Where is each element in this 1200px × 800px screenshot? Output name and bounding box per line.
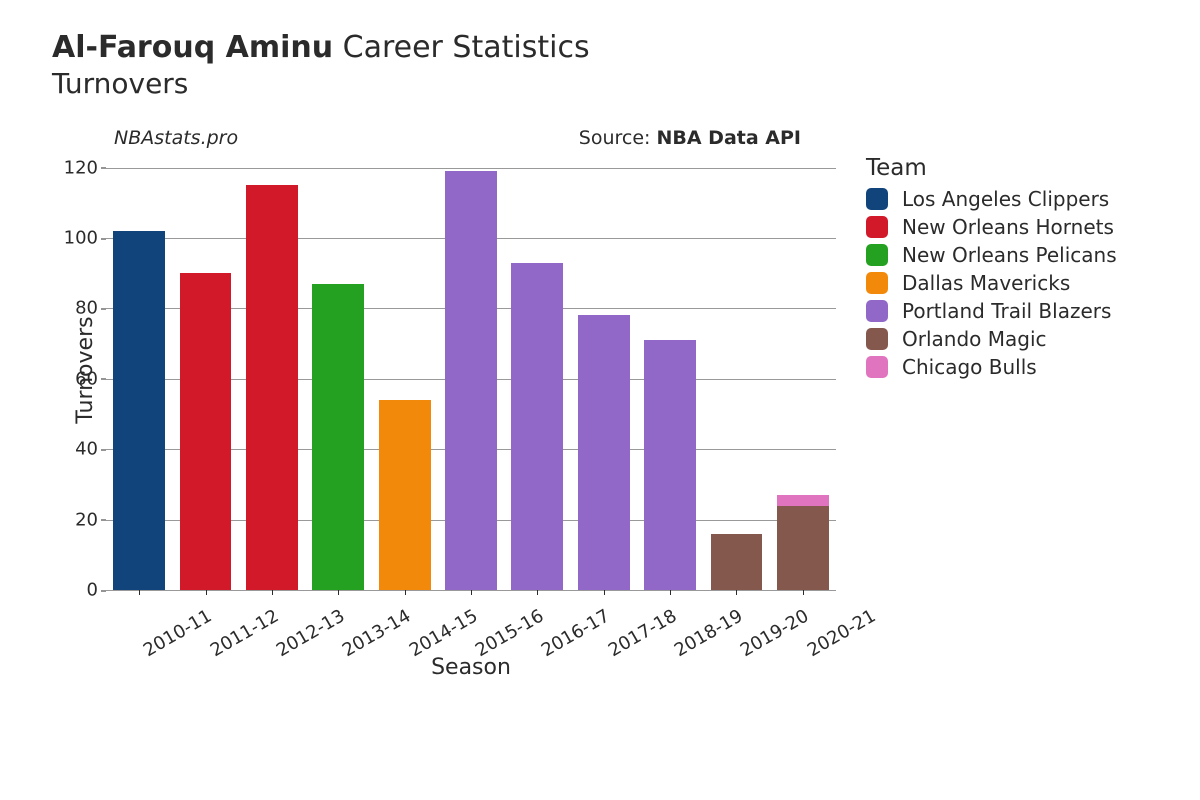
chart-subtitle: Turnovers xyxy=(52,67,590,100)
x-tick-mark xyxy=(604,590,605,595)
player-name: Al-Farouq Aminu xyxy=(52,30,333,65)
bar-segment xyxy=(777,506,829,590)
x-tick-mark xyxy=(736,590,737,595)
y-tick-label: 0 xyxy=(38,580,98,601)
bar: 2010-11 xyxy=(113,150,165,590)
x-tick-label: 2020-21 xyxy=(804,605,880,661)
legend: Team Los Angeles Clippers New Orleans Hor… xyxy=(866,155,1117,383)
bar-segment xyxy=(711,534,763,590)
legend-item: Orlando Magic xyxy=(866,327,1117,351)
x-tick-label: 2017-18 xyxy=(605,605,681,661)
legend-item: Portland Trail Blazers xyxy=(866,299,1117,323)
title-suffix: Career Statistics xyxy=(343,30,590,65)
x-tick-mark xyxy=(338,590,339,595)
legend-label: Dallas Mavericks xyxy=(902,271,1070,295)
bar: 2017-18 xyxy=(578,150,630,590)
x-tick-label: 2012-13 xyxy=(273,605,349,661)
legend-label: Los Angeles Clippers xyxy=(902,187,1109,211)
bar-segment xyxy=(246,185,298,590)
x-tick-mark xyxy=(139,590,140,595)
y-tick-label: 100 xyxy=(38,228,98,249)
bar: 2015-16 xyxy=(445,150,497,590)
bar: 2016-17 xyxy=(511,150,563,590)
y-tick-label: 20 xyxy=(38,509,98,530)
legend-swatch xyxy=(866,216,888,238)
bar: 2019-20 xyxy=(711,150,763,590)
bar-segment xyxy=(445,171,497,590)
legend-swatch xyxy=(866,188,888,210)
bar-segment xyxy=(578,315,630,590)
bar: 2011-12 xyxy=(180,150,232,590)
x-tick-label: 2016-17 xyxy=(538,605,614,661)
bar: 2020-21 xyxy=(777,150,829,590)
x-tick-label: 2013-14 xyxy=(339,605,415,661)
x-tick-mark xyxy=(272,590,273,595)
legend-label: New Orleans Hornets xyxy=(902,215,1114,239)
plot-area: 0204060801001202010-112011-122012-132013… xyxy=(106,150,836,590)
bar: 2018-19 xyxy=(644,150,696,590)
legend-item: Dallas Mavericks xyxy=(866,271,1117,295)
legend-label: Orlando Magic xyxy=(902,327,1047,351)
x-tick-label: 2011-12 xyxy=(206,605,282,661)
bar-segment xyxy=(644,340,696,590)
legend-swatch xyxy=(866,244,888,266)
title-block: Al-Farouq Aminu Career Statistics Turnov… xyxy=(52,30,590,100)
bar: 2012-13 xyxy=(246,150,298,590)
x-tick-label: 2015-16 xyxy=(472,605,548,661)
y-tick-label: 40 xyxy=(38,439,98,460)
x-tick-mark xyxy=(206,590,207,595)
source-attribution: Source: NBA Data API xyxy=(579,127,801,149)
legend-item: New Orleans Pelicans xyxy=(866,243,1117,267)
bar: 2013-14 xyxy=(312,150,364,590)
legend-item: Los Angeles Clippers xyxy=(866,187,1117,211)
x-tick-label: 2014-15 xyxy=(405,605,481,661)
legend-label: Chicago Bulls xyxy=(902,355,1037,379)
legend-item: Chicago Bulls xyxy=(866,355,1117,379)
x-tick-label: 2010-11 xyxy=(140,605,216,661)
source-label: Source: xyxy=(579,127,657,149)
bar-segment xyxy=(113,231,165,590)
x-tick-mark xyxy=(471,590,472,595)
legend-swatch xyxy=(866,328,888,350)
x-tick-mark xyxy=(405,590,406,595)
chart-title: Al-Farouq Aminu Career Statistics xyxy=(52,30,590,65)
source-name: NBA Data API xyxy=(656,127,801,149)
site-watermark: NBAstats.pro xyxy=(114,127,238,149)
x-tick-label: 2019-20 xyxy=(737,605,813,661)
bar-segment xyxy=(312,284,364,590)
x-axis-label: Season xyxy=(106,655,836,680)
legend-swatch xyxy=(866,300,888,322)
legend-swatch xyxy=(866,356,888,378)
bar: 2014-15 xyxy=(379,150,431,590)
bar-segment xyxy=(511,263,563,590)
bar-segment xyxy=(180,273,232,590)
chart-container: Al-Farouq Aminu Career Statistics Turnov… xyxy=(0,0,1200,800)
legend-label: Portland Trail Blazers xyxy=(902,299,1111,323)
x-tick-mark xyxy=(537,590,538,595)
y-axis-label: Turnovers xyxy=(73,316,98,423)
x-tick-label: 2018-19 xyxy=(671,605,747,661)
legend-title: Team xyxy=(866,155,1117,181)
x-tick-mark xyxy=(670,590,671,595)
y-tick-label: 120 xyxy=(38,157,98,178)
legend-swatch xyxy=(866,272,888,294)
x-tick-mark xyxy=(803,590,804,595)
bar-segment xyxy=(777,495,829,506)
legend-label: New Orleans Pelicans xyxy=(902,243,1117,267)
bar-segment xyxy=(379,400,431,590)
legend-item: New Orleans Hornets xyxy=(866,215,1117,239)
